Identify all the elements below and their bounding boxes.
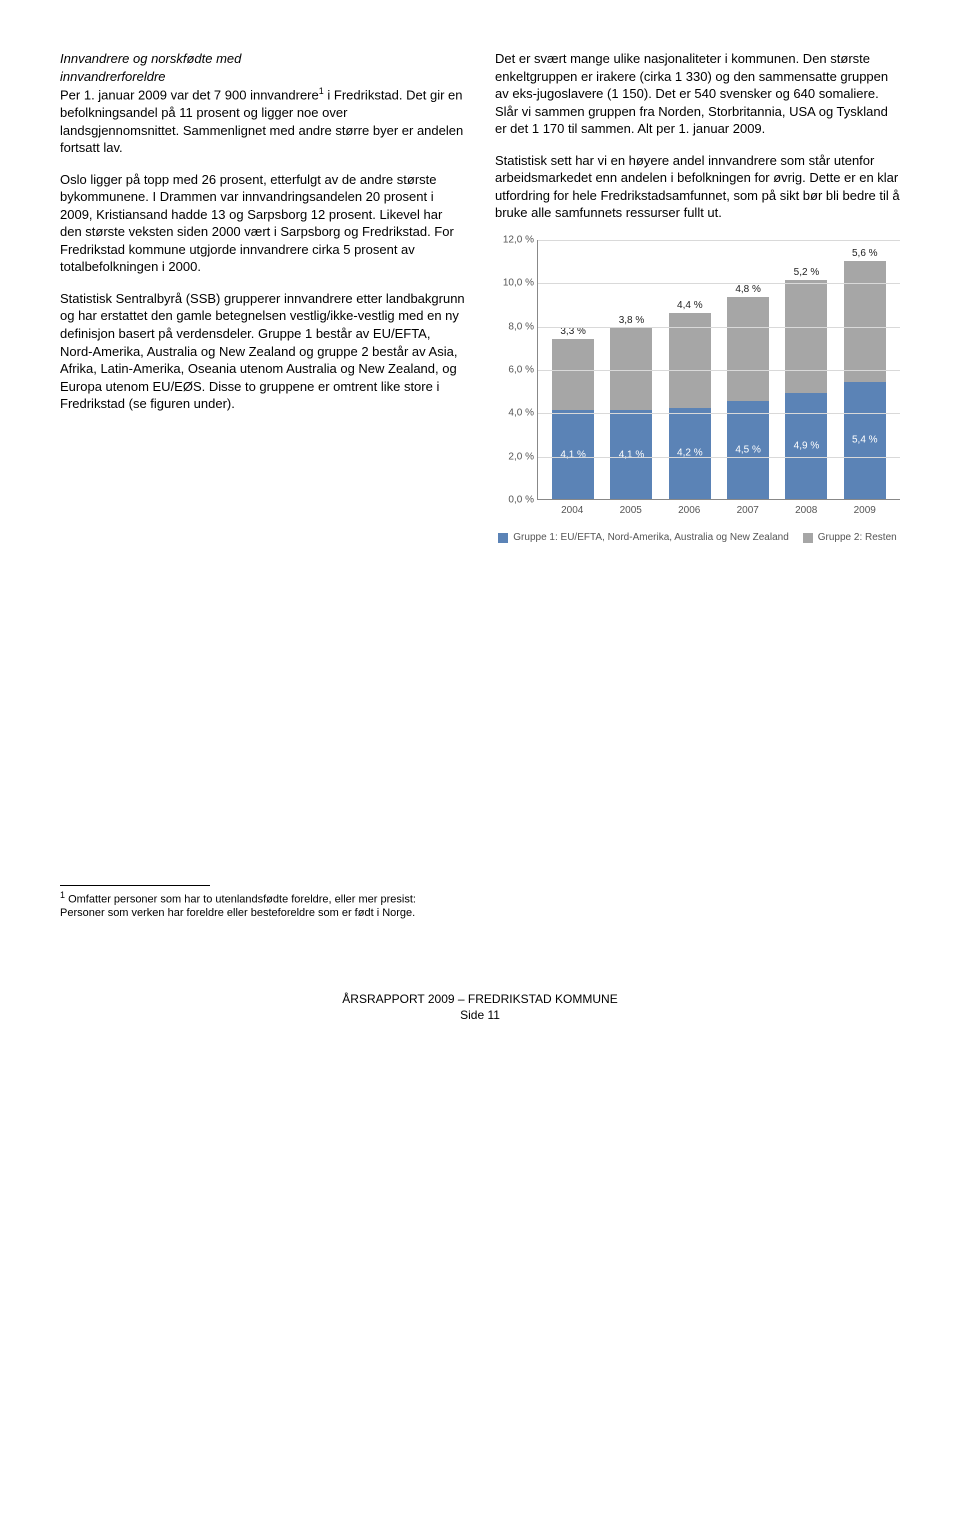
chart-x-axis: 2004 2005 2006 2007 2008 2009 xyxy=(537,500,900,518)
chart-x-label: 2008 xyxy=(785,504,827,518)
footnote: 1 Omfatter personer som har to utenlands… xyxy=(60,890,460,921)
chart-segment-g2: 5,2 % xyxy=(785,280,827,393)
chart-x-label: 2009 xyxy=(844,504,886,518)
chart-value-label: 4,5 % xyxy=(727,443,769,457)
heading-line-2: innvandrerforeldre xyxy=(60,69,166,84)
chart-y-label: 10,0 % xyxy=(496,277,534,291)
chart-legend: Gruppe 1: EU/EFTA, Nord-Amerika, Austral… xyxy=(495,531,900,545)
p1a: Per 1. januar 2009 var det 7 900 innvand… xyxy=(60,87,319,102)
chart-value-label: 3,8 % xyxy=(610,314,652,328)
chart-value-label: 4,9 % xyxy=(785,439,827,453)
chart-x-label: 2006 xyxy=(668,504,710,518)
chart-segment-g2: 5,6 % xyxy=(844,261,886,382)
chart-segment-g2: 3,3 % xyxy=(552,339,594,411)
chart-x-label: 2005 xyxy=(610,504,652,518)
chart-segment-g1: 4,2 % xyxy=(669,408,711,499)
chart-y-label: 4,0 % xyxy=(496,407,534,421)
chart-x-label: 2007 xyxy=(727,504,769,518)
chart-y-label: 12,0 % xyxy=(496,233,534,247)
chart-value-label: 5,4 % xyxy=(844,434,886,448)
chart-bar: 3,3 % 4,1 % xyxy=(552,339,594,499)
chart-segment-g2: 4,8 % xyxy=(727,297,769,401)
footnote-ref: 1 xyxy=(319,86,324,96)
chart-value-label: 4,2 % xyxy=(669,447,711,461)
chart-value-label: 4,8 % xyxy=(727,283,769,297)
footer-line-1: ÅRSRAPPORT 2009 – FREDRIKSTAD KOMMUNE xyxy=(60,991,900,1007)
footnote-text: Omfatter personer som har to utenlandsfø… xyxy=(60,894,416,920)
legend-item-g1: Gruppe 1: EU/EFTA, Nord-Amerika, Austral… xyxy=(498,531,788,545)
p2: Oslo ligger på topp med 26 prosent, ette… xyxy=(60,171,465,276)
chart-segment-g1: 4,1 % xyxy=(610,410,652,499)
chart-container: 3,3 %4,1 %3,8 %4,1 %4,4 %4,2 %4,8 %4,5 %… xyxy=(495,240,900,545)
chart-bar: 5,2 % 4,9 % xyxy=(785,280,827,499)
chart-y-label: 2,0 % xyxy=(496,450,534,464)
chart-gridline xyxy=(538,370,900,371)
chart-value-label: 5,6 % xyxy=(844,247,886,261)
page-footer: ÅRSRAPPORT 2009 – FREDRIKSTAD KOMMUNE Si… xyxy=(60,991,900,1023)
chart-y-label: 6,0 % xyxy=(496,363,534,377)
chart-segment-g1: 4,1 % xyxy=(552,410,594,499)
chart-segment-g1: 4,5 % xyxy=(727,401,769,499)
heading-line-1: Innvandrere og norskfødte med xyxy=(60,51,241,66)
footnote-marker: 1 xyxy=(60,890,65,900)
chart-value-label: 4,4 % xyxy=(669,299,711,313)
footer-line-2: Side 11 xyxy=(60,1007,900,1023)
right-p1: Det er svært mange ulike nasjonaliteter … xyxy=(495,50,900,138)
section-heading: Innvandrere og norskfødte med innvandrer… xyxy=(60,50,465,157)
legend-label-g2: Gruppe 2: Resten xyxy=(818,531,897,545)
chart-gridline xyxy=(538,413,900,414)
chart-value-label: 5,2 % xyxy=(785,266,827,280)
chart-value-label: 4,1 % xyxy=(552,448,594,462)
chart-gridline xyxy=(538,327,900,328)
chart-y-label: 0,0 % xyxy=(496,493,534,507)
right-p2: Statistisk sett har vi en høyere andel i… xyxy=(495,152,900,222)
chart-y-label: 8,0 % xyxy=(496,320,534,334)
footnote-rule xyxy=(60,885,210,886)
legend-item-g2: Gruppe 2: Resten xyxy=(803,531,897,545)
chart-segment-g1: 5,4 % xyxy=(844,382,886,499)
chart-bar: 4,4 %4,2 % xyxy=(669,313,711,499)
chart-value-label: 4,1 % xyxy=(610,448,652,462)
chart-segment-g2: 3,8 % xyxy=(610,328,652,410)
legend-swatch-g1 xyxy=(498,533,508,543)
legend-swatch-g2 xyxy=(803,533,813,543)
chart-x-label: 2004 xyxy=(551,504,593,518)
chart-gridline xyxy=(538,457,900,458)
p3: Statistisk Sentralbyrå (SSB) grupperer i… xyxy=(60,290,465,413)
right-column: Det er svært mange ulike nasjonaliteter … xyxy=(495,50,900,545)
chart-gridline xyxy=(538,240,900,241)
left-column: Innvandrere og norskfødte med innvandrer… xyxy=(60,50,465,545)
chart-bar: 5,6 % 5,4 % xyxy=(844,261,886,499)
chart-segment-g1: 4,9 % xyxy=(785,393,827,499)
legend-label-g1: Gruppe 1: EU/EFTA, Nord-Amerika, Austral… xyxy=(513,531,788,545)
chart-gridline xyxy=(538,283,900,284)
chart-bar: 4,8 % 4,5 % xyxy=(727,297,769,499)
stacked-bar-chart: 3,3 %4,1 %3,8 %4,1 %4,4 %4,2 %4,8 %4,5 %… xyxy=(537,240,900,500)
